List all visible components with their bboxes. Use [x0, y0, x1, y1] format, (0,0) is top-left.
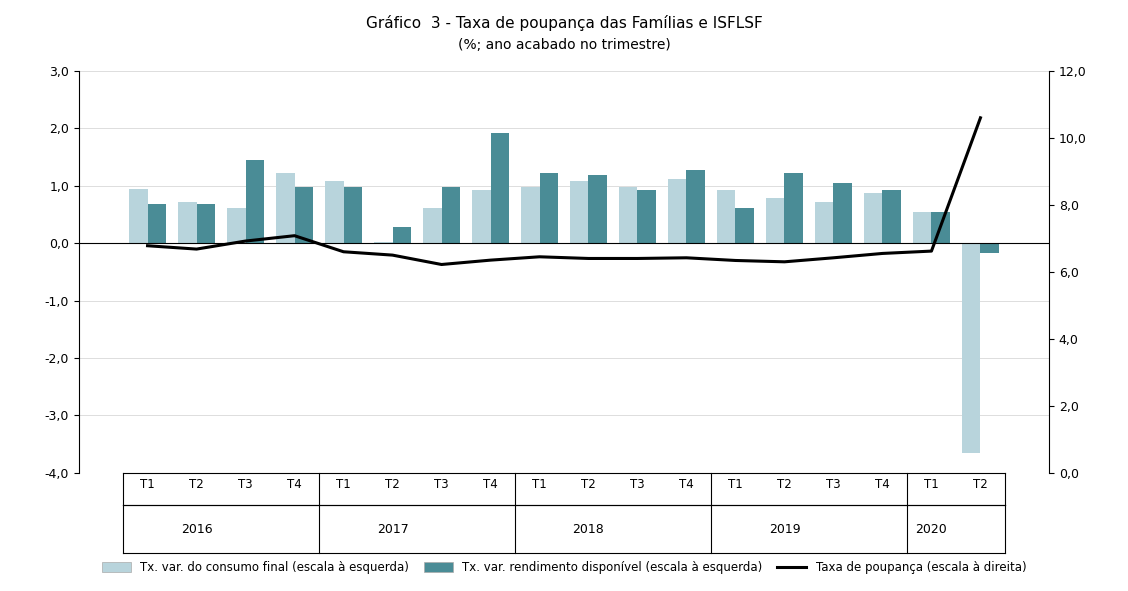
Bar	[864, 193, 882, 243]
Bar	[246, 160, 264, 243]
Text: 2018: 2018	[573, 522, 605, 535]
Bar	[882, 190, 901, 243]
Bar	[472, 190, 491, 243]
Bar	[784, 173, 803, 243]
Bar	[325, 181, 344, 243]
Text: (%; ano acabado no trimestre): (%; ano acabado no trimestre)	[458, 38, 670, 53]
Bar	[539, 173, 558, 243]
Bar	[373, 242, 393, 243]
Text: 2017: 2017	[377, 522, 408, 535]
Bar	[129, 189, 148, 243]
Bar	[276, 173, 294, 243]
Bar	[814, 202, 834, 243]
Bar	[637, 190, 656, 243]
Text: Gráfico  3 - Taxa de poupança das Famílias e ISFLSF: Gráfico 3 - Taxa de poupança das Família…	[365, 15, 763, 31]
Bar	[717, 190, 735, 243]
Bar	[962, 243, 980, 453]
Bar	[980, 243, 999, 254]
Text: 2019: 2019	[768, 522, 800, 535]
Bar	[570, 181, 589, 243]
Bar	[668, 179, 687, 243]
Bar	[491, 133, 509, 243]
Bar	[913, 212, 932, 243]
Bar	[932, 212, 950, 243]
Bar	[619, 187, 637, 243]
Bar	[834, 183, 852, 243]
Legend: Tx. var. do consumo final (escala à esquerda), Tx. var. rendimento disponível (e: Tx. var. do consumo final (escala à esqu…	[97, 557, 1031, 579]
Bar	[294, 187, 314, 243]
Bar	[148, 204, 166, 243]
Bar	[735, 207, 755, 243]
Bar	[589, 176, 607, 243]
Bar	[766, 199, 784, 243]
Bar	[393, 227, 411, 243]
Bar	[687, 170, 705, 243]
Bar	[423, 207, 441, 243]
Bar	[196, 204, 215, 243]
Bar	[227, 207, 246, 243]
Bar	[521, 187, 539, 243]
Text: 2020: 2020	[916, 522, 948, 535]
Bar	[441, 187, 460, 243]
Bar	[178, 202, 196, 243]
Text: 2016: 2016	[180, 522, 212, 535]
Bar	[344, 187, 362, 243]
